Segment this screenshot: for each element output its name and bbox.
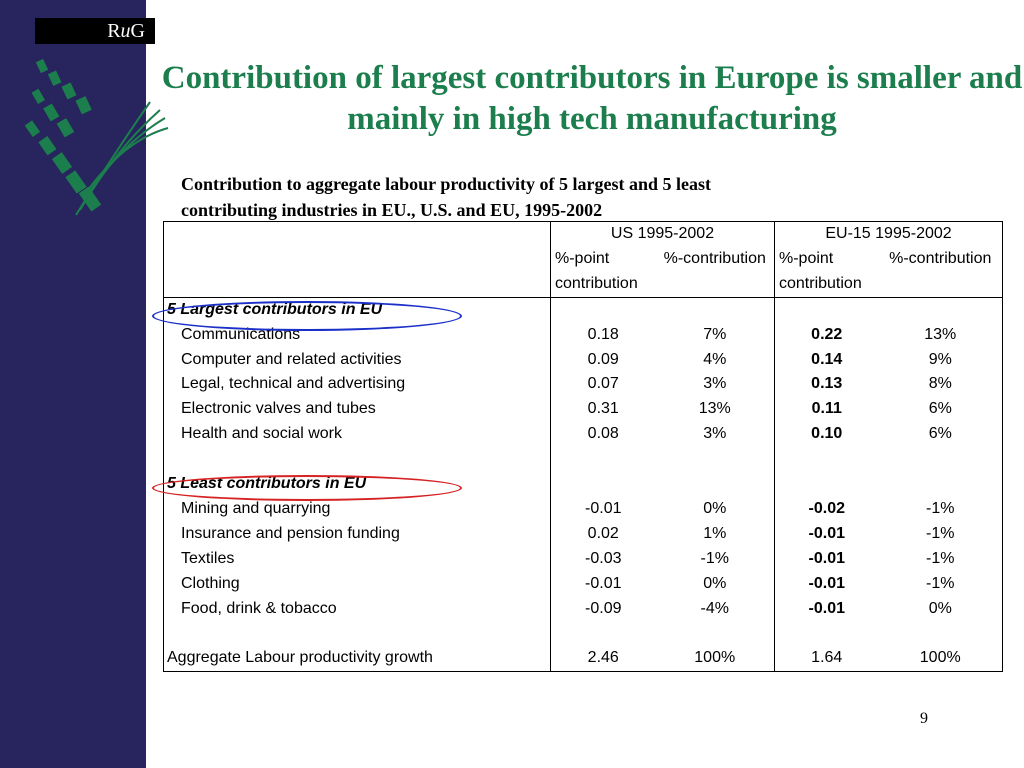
logo-text: RuG xyxy=(107,20,145,42)
us-pp-value: 0.09 xyxy=(587,350,619,368)
eu-pc-value: -1% xyxy=(926,499,955,517)
us-pp-value: -0.09 xyxy=(585,599,622,617)
table-caption: Contribution to aggregate labour product… xyxy=(181,171,881,223)
eu-pc-header: %-contribution xyxy=(889,249,992,267)
eu-pc-value: 0% xyxy=(928,599,952,617)
industry-label: Legal, technical and advertising xyxy=(163,372,551,398)
us-pp-value: 0.07 xyxy=(587,375,619,393)
industry-label: Mining and quarrying xyxy=(163,496,551,522)
industry-label: Food, drink & tobacco xyxy=(163,596,551,622)
eu-pp-header-2: contribution xyxy=(774,271,879,298)
eu-pc-value: 9% xyxy=(928,350,952,368)
red-highlight-ellipse xyxy=(152,475,462,501)
us-pp-value: 0.02 xyxy=(587,524,619,542)
eu-pc-value: -1% xyxy=(926,549,955,567)
caption-line-2: contributing industries in EU., U.S. and… xyxy=(181,200,603,220)
us-pp-value: -0.01 xyxy=(585,574,622,592)
eu-group-header: EU-15 1995-2002 xyxy=(825,225,952,242)
us-pp-header: %-point xyxy=(555,249,610,267)
aggregate-us-pc: 100% xyxy=(655,646,775,672)
leaf-logo-icon xyxy=(24,58,169,216)
eu-pc-value: 13% xyxy=(924,325,957,343)
slide-title: Contribution of largest contributors in … xyxy=(161,60,1023,137)
us-group-header: US 1995-2002 xyxy=(550,221,775,247)
us-pc-value: 1% xyxy=(655,521,775,547)
industry-label: Clothing xyxy=(163,571,551,597)
spacer-row xyxy=(163,621,1003,647)
table-row: Textiles -0.03 -1% -0.01 -1% xyxy=(163,546,1003,572)
aggregate-label: Aggregate Labour productivity growth xyxy=(163,646,551,672)
aggregate-eu-pp: 1.64 xyxy=(811,649,843,667)
us-pc-value: -4% xyxy=(655,596,775,622)
eu-pp-value: -0.01 xyxy=(808,549,845,567)
us-pc-value: 0% xyxy=(655,571,775,597)
us-pp-value: 0.18 xyxy=(587,325,619,343)
us-pc-value: 3% xyxy=(655,422,775,448)
us-pc-value: 4% xyxy=(655,347,775,373)
us-pc-header: %-contribution xyxy=(655,246,775,272)
eu-pp-value: 0.22 xyxy=(811,325,843,343)
eu-pp-value: 0.14 xyxy=(811,350,843,368)
header-row-subheaders: %-point %-contribution %-point %-contrib… xyxy=(163,246,1003,272)
table-row: Clothing -0.01 0% -0.01 -1% xyxy=(163,571,1003,597)
eu-pp-value: -0.01 xyxy=(808,574,845,592)
eu-pp-header: %-point xyxy=(779,249,834,267)
us-pp-value: -0.03 xyxy=(585,549,622,567)
us-pc-value: -1% xyxy=(655,546,775,572)
eu-pc-value: 6% xyxy=(928,425,952,443)
aggregate-eu-pc: 100% xyxy=(919,649,961,667)
aggregate-us-pp: 2.46 xyxy=(587,649,619,667)
eu-pp-value: -0.01 xyxy=(808,524,845,542)
table-row: Food, drink & tobacco -0.09 -4% -0.01 0% xyxy=(163,596,1003,622)
table-row: Computer and related activities 0.09 4% 0.1… xyxy=(163,347,1003,373)
us-pc-value: 7% xyxy=(655,322,775,348)
least-rows: Mining and quarrying -0.01 0% -0.02 -1% Insur… xyxy=(163,496,1003,622)
industry-label: Electronic valves and tubes xyxy=(163,397,551,423)
eu-pc-value: -1% xyxy=(926,574,955,592)
table-row: Health and social work 0.08 3% 0.10 6% xyxy=(163,422,1003,448)
rug-logo: RuG xyxy=(35,18,155,44)
industry-label: Computer and related activities xyxy=(163,347,551,373)
industry-label: Insurance and pension funding xyxy=(163,521,551,547)
us-pp-value: 0.08 xyxy=(587,425,619,443)
spacer-row xyxy=(163,447,1003,473)
eu-pp-value: 0.11 xyxy=(811,400,842,418)
header-row-groups: US 1995-2002 EU-15 1995-2002 xyxy=(163,221,1003,247)
table-row: Insurance and pension funding 0.02 1% -0.01… xyxy=(163,521,1003,547)
us-pp-value: 0.31 xyxy=(587,400,619,418)
table-row: Mining and quarrying -0.01 0% -0.02 -1% xyxy=(163,496,1003,522)
eu-pp-value: 0.10 xyxy=(811,425,843,443)
industry-label: Health and social work xyxy=(163,422,551,448)
eu-pc-value: 6% xyxy=(928,400,952,418)
header-row-contribution: contribution contribution xyxy=(163,271,1003,298)
us-pc-value: 0% xyxy=(655,496,775,522)
eu-pp-value: -0.01 xyxy=(808,599,845,617)
us-pc-value: 3% xyxy=(655,372,775,398)
table-row: Electronic valves and tubes 0.31 13% 0.11 6% xyxy=(163,397,1003,423)
us-pp-header-2: contribution xyxy=(550,271,656,298)
eu-pp-value: 0.13 xyxy=(811,375,843,393)
eu-pc-value: 8% xyxy=(928,375,952,393)
aggregate-row: Aggregate Labour productivity growth 2.4… xyxy=(163,646,1003,672)
eu-pc-value: -1% xyxy=(926,524,955,542)
productivity-table: US 1995-2002 EU-15 1995-2002 %-point %-c… xyxy=(163,221,1003,673)
industry-label: Textiles xyxy=(163,546,551,572)
blue-highlight-ellipse xyxy=(152,301,462,331)
us-pp-value: -0.01 xyxy=(585,499,622,517)
largest-rows: Communications 0.18 7% 0.22 13% Computer and … xyxy=(163,322,1003,448)
us-pc-value: 13% xyxy=(655,397,775,423)
page-number: 9 xyxy=(920,710,928,727)
caption-line-1: Contribution to aggregate labour product… xyxy=(181,174,711,194)
table-row: Legal, technical and advertising 0.07 3% 0.… xyxy=(163,372,1003,398)
eu-pp-value: -0.02 xyxy=(808,499,845,517)
sidebar-band xyxy=(0,0,146,768)
